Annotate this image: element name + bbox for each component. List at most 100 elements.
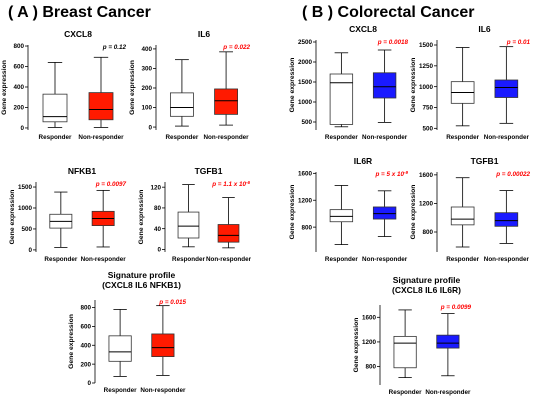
x-category-label: Non-responder <box>484 256 530 263</box>
iqr-box <box>372 206 397 220</box>
iqr-box <box>217 224 240 243</box>
box-responder <box>169 59 194 127</box>
iqr-box <box>88 92 114 121</box>
p-value-label: p = 0.0018 <box>377 39 409 46</box>
box-responder <box>393 309 417 379</box>
y-tick-label: 120 <box>150 184 161 191</box>
y-tick-label: 800 <box>13 43 24 50</box>
y-tick-label: 750 <box>422 105 433 112</box>
y-tick-label: 500 <box>422 126 433 133</box>
p-value-exponent: -6 <box>246 180 250 185</box>
y-axis-label: Gene expression <box>129 60 136 115</box>
panel-title: CXCL8 <box>349 24 377 34</box>
x-category-label: Responder <box>389 389 422 396</box>
box-non-responder <box>494 46 519 124</box>
x-category-label: Responder <box>39 134 72 141</box>
x-category-label: Responder <box>44 256 77 263</box>
section-title-breast: ( A ) Breast Cancer <box>8 4 151 21</box>
panel-title: NFKB1 <box>68 166 97 176</box>
iqr-box <box>151 333 175 357</box>
y-tick-label: 40 <box>154 226 162 233</box>
panel-title: CXCL8 <box>64 29 92 39</box>
y-tick-label: 1200 <box>298 197 313 204</box>
iqr-box <box>169 92 194 117</box>
iqr-box <box>42 93 68 123</box>
y-tick-label: 400 <box>80 342 91 349</box>
y-tick-label: 800 <box>301 224 312 231</box>
box-responder <box>329 185 354 246</box>
p-value-label: p = 0.01 <box>506 39 531 46</box>
y-axis-label: Gene expression <box>9 190 16 245</box>
y-tick-label: 200 <box>13 105 24 112</box>
panel-title: IL6 <box>198 29 211 39</box>
y-tick-label: 400 <box>13 84 24 91</box>
x-category-label: Responder <box>104 387 137 394</box>
boxplot-panel-4: Signature profile(CXCL8 IL6 NFKB1) 0 200 40… <box>68 270 186 394</box>
y-tick-label: 300 <box>141 66 152 73</box>
y-tick-label: 1000 <box>18 205 33 212</box>
y-axis-label: Gene expression <box>289 185 296 240</box>
iqr-box <box>393 335 417 369</box>
boxplot-panel-1: IL6 0 100 200 300 400 Gene expression p = 0.022… <box>129 29 250 141</box>
box-non-responder <box>372 49 397 123</box>
panel-title: Signature profile <box>393 275 461 285</box>
box-responder <box>177 184 200 248</box>
x-category-label: Non-responder <box>81 256 127 263</box>
y-tick-label: 1200 <box>419 201 434 208</box>
box-non-responder <box>372 190 397 237</box>
boxplot-panel-6: IL6 500 750 1000 1250 1500 Gene expression p = … <box>410 24 530 141</box>
x-category-label: Responder <box>325 256 358 263</box>
panel-title: TGFB1 <box>195 166 223 176</box>
y-tick-label: 80 <box>154 205 162 212</box>
box-non-responder <box>151 305 175 376</box>
x-category-label: Non-responder <box>206 256 252 263</box>
x-category-label: Responder <box>446 134 479 141</box>
y-axis-label: Gene expression <box>410 58 417 113</box>
iqr-box <box>450 206 475 226</box>
boxplot-panel-0: CXCL8 0 200 400 600 800 Gene expression p = 0.1… <box>1 29 126 141</box>
section-title-colorectal: ( B ) Colorectal Cancer <box>302 4 475 21</box>
y-tick-label: 600 <box>80 324 91 331</box>
y-axis-label: Gene expression <box>138 190 145 245</box>
box-non-responder <box>91 189 115 248</box>
box-non-responder <box>88 56 114 128</box>
y-axis-label: Gene expression <box>289 58 296 113</box>
iqr-box <box>214 88 238 115</box>
box-non-responder <box>217 197 240 249</box>
panel-title: TGFB1 <box>471 156 499 166</box>
panel-title: Signature profile <box>108 270 176 280</box>
y-tick-label: 600 <box>13 64 24 71</box>
box-responder <box>450 177 475 248</box>
x-category-label: Responder <box>172 256 205 263</box>
y-tick-label: 500 <box>301 119 312 126</box>
y-tick-label: 1500 <box>298 79 313 86</box>
y-tick-label: 400 <box>141 46 152 53</box>
y-tick-label: 800 <box>80 305 91 312</box>
boxplot-panel-9: Signature profile(CXCL8 IL6 IL6R) 800 1200… <box>353 275 471 396</box>
p-value-label: p = 0.00022 <box>495 171 530 178</box>
y-tick-label: 1600 <box>419 172 434 179</box>
y-tick-label: 0 <box>148 124 152 131</box>
x-category-label: Non-responder <box>362 134 408 141</box>
y-tick-label: 1600 <box>362 315 377 322</box>
x-category-label: Non-responder <box>484 134 530 141</box>
box-responder <box>108 309 132 377</box>
panel-title: IL6R <box>354 156 372 166</box>
panel-subtitle: (CXCL8 IL6 NFKB1) <box>102 280 181 290</box>
y-axis-label: Gene expression <box>68 314 75 369</box>
iqr-box <box>494 79 519 98</box>
y-tick-label: 500 <box>21 226 32 233</box>
box-responder <box>329 52 354 128</box>
iqr-box <box>494 212 519 227</box>
iqr-box <box>436 334 460 349</box>
panel-title: IL6 <box>478 24 491 34</box>
x-category-label: Non-responder <box>78 134 124 141</box>
x-category-label: Non-responder <box>140 387 186 394</box>
x-category-label: Responder <box>165 134 198 141</box>
box-non-responder <box>214 51 238 126</box>
box-responder <box>49 191 73 248</box>
y-tick-label: 2000 <box>298 59 313 66</box>
y-tick-label: 800 <box>422 229 433 236</box>
